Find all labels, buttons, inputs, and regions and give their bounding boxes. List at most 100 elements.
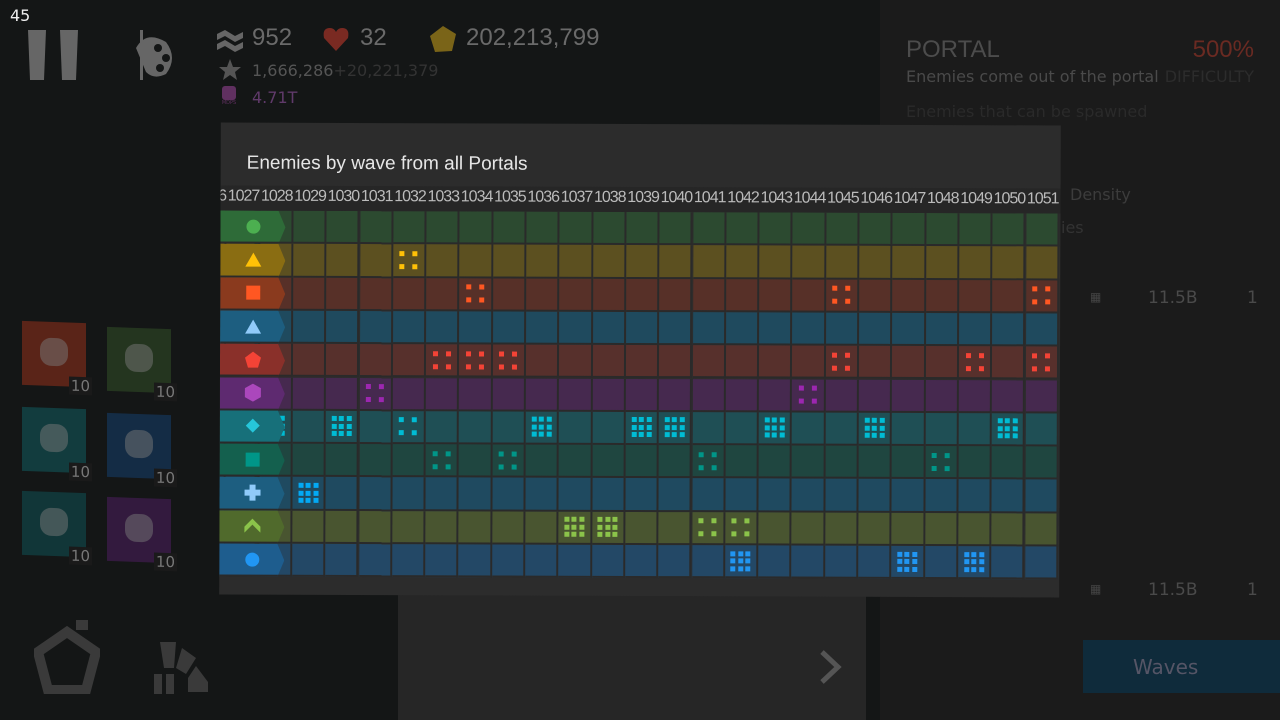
wave-cell [626, 245, 660, 279]
enemy-dot [498, 464, 504, 470]
ability-level: 10 [68, 546, 92, 566]
wave-cell [392, 477, 426, 511]
enemy-dot [531, 424, 537, 430]
enemy-dot [339, 416, 345, 422]
wave-cell [858, 379, 893, 413]
wave-cell [891, 412, 926, 447]
enemy-dot [1045, 299, 1051, 305]
wave-cell [526, 278, 560, 312]
wave-cell [425, 411, 460, 445]
wave-cell [392, 510, 426, 545]
ability-thunder[interactable]: 10 [22, 490, 92, 566]
wave-cell [292, 377, 327, 411]
wave-cell [825, 279, 860, 313]
wave-cell [526, 311, 560, 345]
wave-cell [625, 378, 660, 412]
enemy-dot [499, 364, 505, 370]
enemy-count-dots [359, 378, 390, 409]
wave-cell [891, 479, 926, 513]
enemy-dot [1032, 366, 1038, 372]
wave-cell [525, 344, 560, 379]
enemy-count-dots [1026, 280, 1057, 311]
enemy-dot [931, 452, 937, 458]
triangle-icon [244, 317, 262, 335]
wave-cell [425, 510, 459, 545]
enemy-dot [738, 551, 744, 557]
enemy-dot [445, 351, 451, 357]
ability-blizzard[interactable]: 10 [22, 406, 92, 482]
wave-cell [526, 244, 560, 279]
wave-cell [426, 244, 460, 278]
enemy-dot [978, 551, 984, 557]
wave-cell [992, 313, 1026, 347]
wave-cell [492, 244, 527, 279]
wave-cell [925, 246, 960, 280]
enemy-dot [904, 566, 910, 572]
wave-cell [925, 479, 959, 513]
wave-cell [891, 445, 926, 480]
wave-cell [758, 545, 792, 579]
enemy-count-dots [493, 345, 524, 376]
wave-cell [359, 211, 394, 245]
pause-button[interactable] [26, 28, 82, 82]
enemy-dot [631, 417, 637, 423]
enemy-dot [631, 424, 637, 430]
enemy-dot [579, 532, 585, 538]
explosion-icon [125, 343, 153, 373]
ability-nuke[interactable]: 10 [107, 496, 177, 572]
enemy-dot [538, 424, 544, 430]
wave-cell [292, 477, 326, 511]
wave-cell [392, 277, 427, 312]
ability-fireball[interactable]: 10 [22, 320, 92, 396]
palette-icon[interactable] [126, 28, 176, 82]
wave-cell [958, 412, 993, 447]
wave-cell [958, 379, 993, 414]
ability-explosion[interactable]: 10 [107, 326, 177, 402]
portal-subtitle: Enemies come out of the portal [906, 67, 1159, 86]
enemy-dot [738, 566, 744, 572]
enemy-dot [1012, 433, 1018, 439]
wave-header: 1045 [827, 189, 859, 207]
wave-cell [425, 544, 459, 578]
research-icon[interactable] [152, 638, 212, 696]
enemy-dot [305, 490, 311, 496]
wave-cell [659, 245, 693, 279]
wave-cell [958, 479, 992, 513]
star-icon [219, 59, 241, 80]
wave-cell [892, 279, 926, 313]
ability-vortex[interactable]: 10 [107, 412, 177, 488]
enemy-count-dots [292, 477, 323, 508]
wave-cell [625, 511, 659, 546]
waves-button[interactable]: Waves [1083, 640, 1280, 693]
wave-cell [659, 311, 693, 346]
wave-cell [326, 377, 360, 411]
enemy-dot [305, 482, 311, 488]
portal-title: PORTAL [906, 36, 1000, 63]
enemy-dot [313, 497, 319, 503]
enemy-dot [798, 385, 804, 391]
map-area[interactable] [398, 590, 866, 720]
wave-cell [459, 244, 494, 279]
chevron-icon [243, 517, 261, 535]
enemy-dot [379, 397, 385, 403]
enemy-dot [963, 566, 969, 572]
wave-cell [492, 477, 526, 512]
wave-cell [492, 344, 527, 379]
enemy-dot [664, 432, 670, 438]
wave-cell [393, 211, 427, 245]
chevron-right-icon[interactable] [818, 648, 842, 686]
wave-cell [859, 246, 893, 280]
core-icon[interactable] [34, 618, 100, 694]
wave-cell [559, 378, 593, 412]
wave-cell [958, 446, 992, 480]
wave-cell [759, 279, 793, 313]
wave-cell [592, 411, 626, 446]
enemy-dot [479, 297, 485, 303]
enemy-row-label-regular [220, 211, 285, 245]
wave-header: 1043 [760, 189, 793, 207]
wave-cell [492, 377, 526, 412]
wave-cell [958, 546, 992, 580]
wave-cell [891, 512, 926, 546]
enemy-dot [466, 297, 472, 303]
wave-cell [458, 511, 493, 545]
